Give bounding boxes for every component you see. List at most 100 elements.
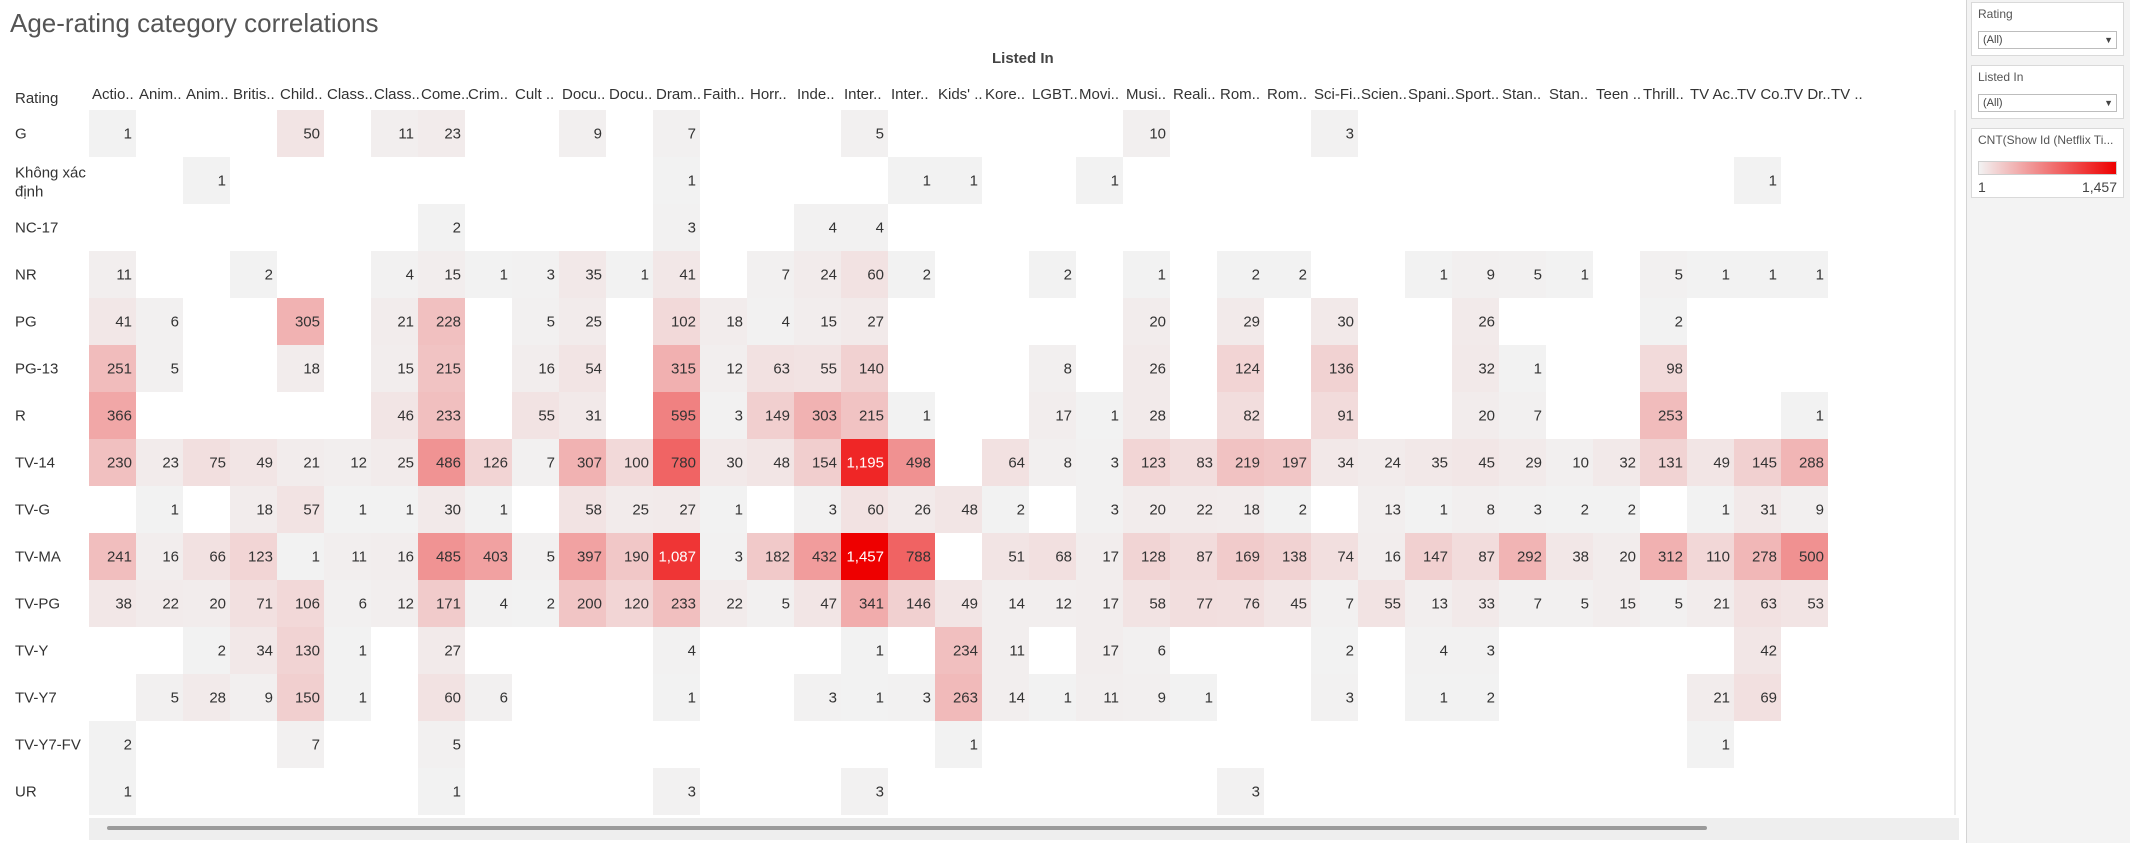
heatmap-cell[interactable] xyxy=(1264,439,1311,486)
heatmap-cell[interactable] xyxy=(418,204,465,251)
heatmap-cell[interactable] xyxy=(747,533,794,580)
heatmap-cell[interactable] xyxy=(841,580,888,627)
heatmap-cell[interactable] xyxy=(1264,533,1311,580)
heatmap-cell[interactable] xyxy=(1358,580,1405,627)
heatmap-cell[interactable] xyxy=(183,627,230,674)
heatmap-cell[interactable] xyxy=(1640,392,1687,439)
heatmap-cell[interactable] xyxy=(841,533,888,580)
heatmap-cell[interactable] xyxy=(794,439,841,486)
heatmap-cell[interactable] xyxy=(982,439,1029,486)
heatmap-cell[interactable] xyxy=(794,392,841,439)
heatmap-cell[interactable] xyxy=(1593,533,1640,580)
heatmap-cell[interactable] xyxy=(559,298,606,345)
heatmap-cell[interactable] xyxy=(1029,251,1076,298)
heatmap-cell[interactable] xyxy=(1217,580,1264,627)
heatmap-cell[interactable] xyxy=(1593,580,1640,627)
heatmap-cell[interactable] xyxy=(982,580,1029,627)
heatmap-cell[interactable] xyxy=(418,439,465,486)
heatmap-cell[interactable] xyxy=(1499,580,1546,627)
heatmap-cell[interactable] xyxy=(1311,392,1358,439)
heatmap-cell[interactable] xyxy=(1593,486,1640,533)
heatmap-cell[interactable] xyxy=(653,439,700,486)
heatmap-cell[interactable] xyxy=(1029,345,1076,392)
heatmap-cell[interactable] xyxy=(1076,533,1123,580)
heatmap-cell[interactable] xyxy=(559,439,606,486)
heatmap-cell[interactable] xyxy=(277,345,324,392)
heatmap-cell[interactable] xyxy=(1499,439,1546,486)
heatmap-cell[interactable] xyxy=(277,674,324,721)
heatmap-cell[interactable] xyxy=(418,580,465,627)
heatmap-cell[interactable] xyxy=(700,345,747,392)
heatmap-cell[interactable] xyxy=(1076,674,1123,721)
heatmap-cell[interactable] xyxy=(1452,627,1499,674)
heatmap-cell[interactable] xyxy=(1217,392,1264,439)
heatmap-cell[interactable] xyxy=(1405,533,1452,580)
heatmap-cell[interactable] xyxy=(747,439,794,486)
heatmap-cell[interactable] xyxy=(1452,486,1499,533)
heatmap-cell[interactable] xyxy=(1640,298,1687,345)
heatmap-cell[interactable] xyxy=(1687,721,1734,768)
heatmap-cell[interactable] xyxy=(1734,627,1781,674)
heatmap-cell[interactable] xyxy=(512,298,559,345)
heatmap-cell[interactable] xyxy=(1311,110,1358,157)
heatmap-cell[interactable] xyxy=(559,486,606,533)
heatmap-cell[interactable] xyxy=(794,251,841,298)
heatmap-cell[interactable] xyxy=(1405,251,1452,298)
heatmap-cell[interactable] xyxy=(1170,580,1217,627)
heatmap-cell[interactable] xyxy=(89,533,136,580)
heatmap-cell[interactable] xyxy=(1452,580,1499,627)
heatmap-cell[interactable] xyxy=(89,768,136,815)
heatmap-cell[interactable] xyxy=(1499,533,1546,580)
heatmap-cell[interactable] xyxy=(1687,533,1734,580)
heatmap-cell[interactable] xyxy=(700,439,747,486)
heatmap-cell[interactable] xyxy=(1781,533,1828,580)
heatmap-cell[interactable] xyxy=(324,439,371,486)
heatmap-cell[interactable] xyxy=(935,627,982,674)
heatmap-cell[interactable] xyxy=(89,721,136,768)
heatmap-cell[interactable] xyxy=(230,486,277,533)
heatmap-cell[interactable] xyxy=(230,533,277,580)
heatmap-cell[interactable] xyxy=(465,486,512,533)
heatmap-cell[interactable] xyxy=(841,204,888,251)
heatmap-cell[interactable] xyxy=(653,674,700,721)
heatmap-cell[interactable] xyxy=(1311,627,1358,674)
heatmap-cell[interactable] xyxy=(1687,251,1734,298)
heatmap-cell[interactable] xyxy=(1076,392,1123,439)
heatmap-cell[interactable] xyxy=(136,439,183,486)
heatmap-cell[interactable] xyxy=(794,533,841,580)
heatmap-cell[interactable] xyxy=(136,533,183,580)
heatmap-cell[interactable] xyxy=(559,392,606,439)
heatmap-cell[interactable] xyxy=(1499,486,1546,533)
heatmap-cell[interactable] xyxy=(418,721,465,768)
heatmap-cell[interactable] xyxy=(1170,439,1217,486)
heatmap-cell[interactable] xyxy=(136,674,183,721)
heatmap-cell[interactable] xyxy=(841,627,888,674)
heatmap-cell[interactable] xyxy=(1734,580,1781,627)
heatmap-cell[interactable] xyxy=(1452,439,1499,486)
heatmap-cell[interactable] xyxy=(418,768,465,815)
heatmap-cell[interactable] xyxy=(230,674,277,721)
heatmap-cell[interactable] xyxy=(1358,486,1405,533)
heatmap-cell[interactable] xyxy=(1687,486,1734,533)
heatmap-cell[interactable] xyxy=(700,392,747,439)
heatmap-cell[interactable] xyxy=(559,345,606,392)
heatmap-cell[interactable] xyxy=(1123,345,1170,392)
heatmap-cell[interactable] xyxy=(1452,251,1499,298)
heatmap-cell[interactable] xyxy=(747,345,794,392)
heatmap-cell[interactable] xyxy=(1076,439,1123,486)
heatmap-cell[interactable] xyxy=(1687,674,1734,721)
heatmap-cell[interactable] xyxy=(1781,392,1828,439)
heatmap-cell[interactable] xyxy=(794,345,841,392)
heatmap-cell[interactable] xyxy=(277,721,324,768)
heatmap-cell[interactable] xyxy=(277,627,324,674)
heatmap-cell[interactable] xyxy=(230,251,277,298)
heatmap-cell[interactable] xyxy=(1217,486,1264,533)
heatmap-cell[interactable] xyxy=(1734,486,1781,533)
heatmap-cell[interactable] xyxy=(606,251,653,298)
heatmap-cell[interactable] xyxy=(1123,251,1170,298)
heatmap-cell[interactable] xyxy=(794,486,841,533)
heatmap-cell[interactable] xyxy=(1781,486,1828,533)
heatmap-cell[interactable] xyxy=(183,580,230,627)
heatmap-cell[interactable] xyxy=(1029,533,1076,580)
heatmap-cell[interactable] xyxy=(1546,251,1593,298)
